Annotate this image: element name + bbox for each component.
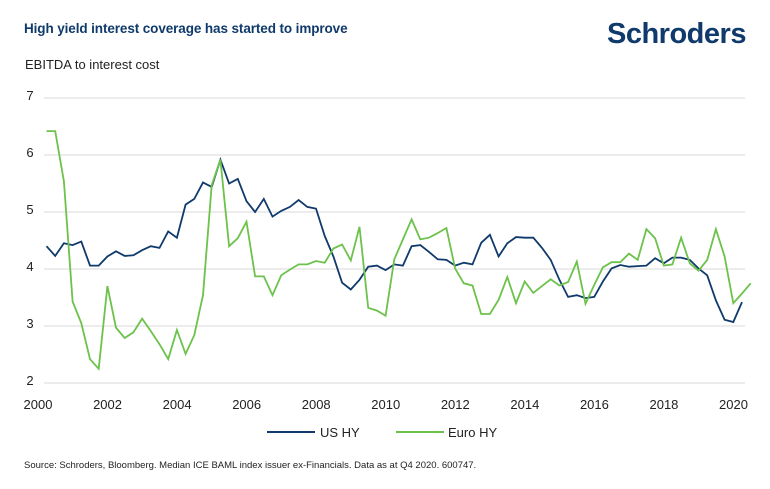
y-axis-ticks: 7 6 5 4 3 2 [26, 88, 33, 388]
x-tick-label: 2000 [24, 397, 53, 412]
x-tick-label: 2014 [510, 397, 539, 412]
legend-label: US HY [320, 425, 360, 440]
gridlines [44, 97, 745, 384]
y-tick-label: 6 [26, 145, 33, 160]
y-tick-label: 7 [26, 88, 33, 103]
x-tick-label: 2008 [302, 397, 331, 412]
legend-label: Euro HY [448, 425, 497, 440]
x-tick-label: 2010 [371, 397, 400, 412]
x-tick-label: 2016 [580, 397, 609, 412]
chart-title: High yield interest coverage has started… [24, 21, 348, 36]
x-tick-label: 2018 [649, 397, 678, 412]
series-lines [45, 130, 752, 371]
x-tick-label: 2020 [719, 397, 748, 412]
x-tick-label: 2004 [163, 397, 192, 412]
schroders-logo: Schroders [607, 18, 746, 50]
legend-item: Euro HY [396, 425, 497, 440]
y-tick-label: 3 [26, 316, 33, 331]
x-axis-ticks: 2000 2002 2004 2006 2008 2010 2012 2014 2016 2018… [24, 397, 748, 412]
y-axis-label: EBITDA to interest cost [25, 57, 160, 72]
series-line-euro-hy [46, 130, 752, 371]
y-tick-label: 2 [26, 373, 33, 388]
legend: US HY Euro HY [267, 425, 497, 440]
x-tick-label: 2012 [441, 397, 470, 412]
source-note: Source: Schroders, Bloomberg. Median ICE… [24, 460, 477, 471]
x-tick-label: 2006 [232, 397, 261, 412]
legend-item: US HY [267, 425, 360, 440]
x-tick-label: 2002 [93, 397, 122, 412]
series-line-us-hy [45, 156, 743, 324]
y-tick-label: 4 [26, 259, 33, 274]
y-tick-label: 5 [26, 202, 33, 217]
